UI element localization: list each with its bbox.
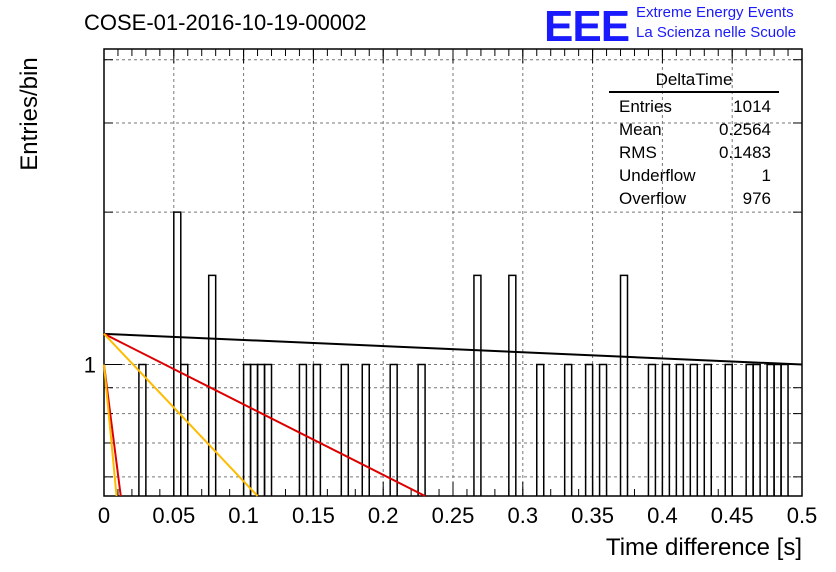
x-tick-label: 0.4: [647, 503, 678, 528]
eee-logo: EEE: [544, 2, 630, 51]
histogram-bar: [661, 363, 671, 496]
stats-label: Overflow: [619, 189, 687, 208]
x-tick-label: 0.25: [432, 503, 475, 528]
histogram-bar: [619, 274, 629, 496]
histogram-bar: [263, 363, 273, 496]
y-tick-labels: 1: [84, 353, 96, 378]
x-tick-label: 0.2: [368, 503, 399, 528]
histogram-bar: [207, 274, 217, 496]
stats-value: 0.2564: [719, 120, 771, 139]
histogram-bar: [180, 363, 189, 496]
histogram-bars: [138, 211, 789, 496]
stats-label: Underflow: [619, 166, 696, 185]
x-tick-label: 0.5: [787, 503, 818, 528]
fit-lines: [103, 332, 803, 497]
histogram-bar: [312, 363, 322, 496]
stats-value: 976: [742, 189, 771, 208]
stats-row: Mean 0.2564: [609, 118, 779, 141]
stats-label: Entries: [619, 97, 672, 116]
fit-line: [103, 332, 426, 497]
histogram-bar: [242, 363, 252, 496]
histogram-bar: [563, 363, 573, 496]
histogram-bar: [138, 363, 147, 496]
logo-line-1: Extreme Energy Events: [636, 4, 794, 21]
x-tick-label: 0.1: [228, 503, 259, 528]
x-tick-label: 0.3: [508, 503, 539, 528]
x-tick-label: 0.05: [152, 503, 195, 528]
histogram-bar: [417, 363, 426, 496]
fit-line: [103, 333, 259, 497]
stats-box-title: DeltaTime: [609, 70, 779, 93]
x-tick-label: 0.35: [571, 503, 614, 528]
histogram-bar: [675, 363, 685, 496]
histogram-bar: [508, 274, 517, 496]
x-tick-label: 0.45: [711, 503, 754, 528]
histogram-bar: [298, 363, 308, 496]
stats-label: RMS: [619, 143, 657, 162]
histogram-bar: [647, 363, 657, 496]
plot-title: COSE-01-2016-10-19-00002: [84, 10, 367, 35]
histogram-bar: [536, 363, 545, 496]
fit-line: [103, 364, 118, 497]
stats-row: Overflow 976: [609, 187, 779, 210]
x-axis-label: Time difference [s]: [605, 534, 802, 561]
y-axis-label: Entries/bin: [16, 57, 43, 171]
x-tick-labels: 0 0.05 0.1 0.15 0.2 0.25 0.3 0.35 0.4 0.45 0.5: [98, 503, 817, 528]
stats-label: Mean: [619, 120, 662, 139]
x-tick-label: 0.15: [292, 503, 335, 528]
histogram-bar: [689, 363, 699, 496]
histogram-bar: [598, 363, 608, 496]
y-tick-label: 1: [84, 353, 96, 378]
histogram-bar: [584, 363, 594, 496]
histogram-bar: [249, 363, 259, 496]
histogram-bar: [780, 363, 789, 496]
logo-line-2: La Scienza nelle Scuole: [636, 24, 797, 41]
stats-row: Underflow 1: [609, 164, 779, 187]
histogram-bar: [173, 211, 182, 496]
histogram-bar: [340, 363, 350, 496]
stats-row: Entries 1014: [609, 95, 779, 118]
x-tick-label: 0: [98, 503, 110, 528]
histogram-bar: [724, 363, 733, 496]
stats-box: DeltaTime Entries 1014 Mean 0.2564 RMS 0.14…: [609, 70, 779, 210]
histogram-bar: [389, 363, 398, 496]
histogram-bar: [703, 363, 713, 496]
histogram-bar: [473, 274, 482, 496]
histogram-bar: [752, 363, 761, 496]
fit-line: [103, 332, 803, 366]
stats-value: 1: [761, 166, 771, 185]
histogram-bar: [745, 363, 754, 496]
axis-ticks: [103, 49, 803, 496]
histogram-bar: [256, 363, 266, 496]
stats-value: 1014: [733, 97, 771, 116]
histogram-bar: [773, 363, 782, 496]
histogram-bar: [766, 363, 775, 496]
stats-row: RMS 0.1483: [609, 141, 779, 164]
histogram-bar: [361, 363, 370, 496]
stats-value: 0.1483: [719, 143, 771, 162]
